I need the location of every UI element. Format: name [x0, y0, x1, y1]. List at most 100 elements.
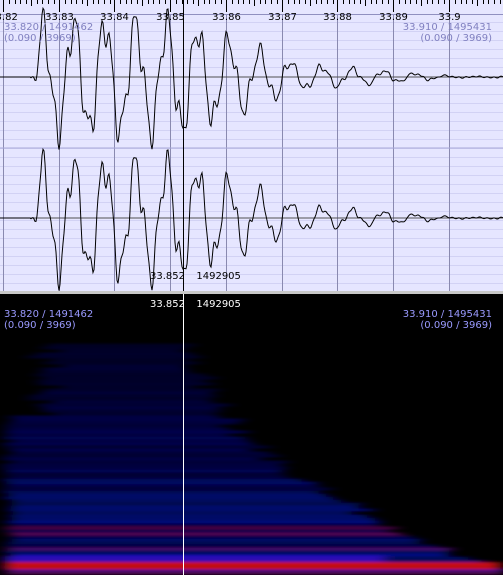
energy-band [6, 545, 438, 547]
ruler-label: 33.9 [438, 12, 461, 23]
energy-band [3, 488, 331, 490]
energy-band [8, 494, 327, 496]
waveform-right-info: 33.910 / 1495431 (0.090 / 3969) [403, 22, 492, 44]
spectrogram-canvas[interactable] [0, 294, 503, 575]
waveform-right-length: (0.090 / 3969) [420, 33, 492, 44]
energy-band [12, 419, 243, 421]
energy-band [10, 506, 359, 508]
energy-band [11, 461, 288, 463]
energy-band [3, 437, 246, 439]
energy-band [6, 530, 389, 532]
energy-band [10, 416, 220, 418]
waveform-pane[interactable]: 33.82 33.83 33.84 33.85 33.86 33.87 33.88 33.89… [0, 0, 503, 291]
cursor-time: 33.852 [150, 271, 185, 282]
waveform-horizontal-grid [0, 22, 503, 284]
waveform-left-length: (0.090 / 3969) [4, 33, 76, 44]
spectrogram-pane[interactable]: 33.852 1492905 33.820 / 1491462 (0.090 /… [0, 294, 503, 575]
energy-band [12, 500, 341, 502]
energy-band [10, 515, 368, 517]
spectrogram-left-length: (0.090 / 3969) [4, 320, 76, 331]
energy-band [3, 491, 319, 493]
energy-band [9, 524, 380, 526]
energy-band [7, 548, 452, 550]
energy-band [12, 512, 352, 514]
energy-band [39, 383, 213, 385]
energy-band [36, 353, 193, 355]
energy-band [42, 377, 217, 379]
energy-band [4, 497, 333, 499]
energy-band [44, 362, 199, 364]
spectrogram-right-info: 33.910 / 1495431 (0.090 / 3969) [403, 309, 492, 331]
energy-band [9, 509, 374, 511]
waveform-left-position: 33.820 / 1491462 [4, 22, 94, 33]
energy-band [11, 518, 375, 520]
energy-band [62, 386, 193, 388]
time-ruler-ticks [0, 0, 503, 15]
energy-band [3, 464, 282, 466]
ruler-label: 33.84 [100, 12, 129, 23]
energy-band [28, 398, 211, 400]
status-strip [0, 575, 503, 583]
energy-band [10, 533, 402, 535]
ruler-label: 33.83 [45, 12, 74, 23]
energy-band [38, 380, 205, 382]
low-frequency-band [5, 556, 385, 562]
energy-band [5, 485, 319, 487]
energy-band [11, 536, 413, 538]
energy-band [36, 374, 206, 376]
energy-band [6, 428, 229, 430]
energy-band [42, 368, 188, 370]
energy-band [51, 359, 189, 361]
waveform-canvas[interactable] [0, 0, 503, 291]
waveform-right-position: 33.910 / 1495431 [402, 22, 492, 33]
ruler-label: 33.82 [0, 12, 18, 23]
energy-band [6, 572, 503, 574]
ruler-label: 33.88 [323, 12, 352, 23]
energy-band [6, 434, 229, 436]
energy-band [52, 401, 212, 403]
waveform-cursor-readout: 33.852 1492905 [150, 271, 241, 283]
ruler-label: 33.86 [212, 12, 241, 23]
energy-band [60, 350, 183, 352]
energy-band [42, 410, 220, 412]
energy-band [11, 539, 421, 541]
energy-band [3, 467, 286, 469]
ruler-label: 33.87 [268, 12, 297, 23]
energy-band [41, 371, 191, 373]
channel-1-waveform [0, 6, 503, 150]
spectrogram-right-length: (0.090 / 3969) [420, 320, 492, 331]
energy-band [41, 392, 212, 394]
energy-band [38, 404, 231, 406]
channel-2-waveform [0, 147, 503, 291]
energy-band [4, 473, 284, 475]
ruler-label: 33.89 [379, 12, 408, 23]
energy-band [7, 521, 379, 523]
energy-band [54, 413, 216, 415]
energy-band [3, 458, 261, 460]
energy-band [6, 470, 283, 472]
energy-band [4, 455, 279, 457]
spectrogram-cursor-time: 33.852 [150, 299, 185, 310]
waveform-left-info: 33.820 / 1491462 (0.090 / 3969) [4, 22, 93, 44]
energy-band [4, 443, 253, 445]
pane-divider[interactable] [0, 291, 503, 294]
energy-band [9, 422, 239, 424]
energy-band [3, 479, 302, 481]
energy-band [10, 449, 251, 451]
cursor-sample: 1492905 [196, 271, 241, 282]
energy-band [6, 482, 317, 484]
spectrogram-left-position: 33.820 / 1491462 [4, 309, 94, 320]
energy-band [42, 347, 188, 349]
energy-band [30, 395, 216, 397]
energy-band [47, 344, 195, 346]
energy-band [11, 440, 249, 442]
energy-band [6, 527, 397, 529]
low-frequency-band [5, 562, 500, 570]
energy-band [62, 365, 185, 367]
spectrogram-right-position: 33.910 / 1495431 [402, 309, 492, 320]
energy-band [11, 452, 270, 454]
spectrogram-left-info: 33.820 / 1491462 (0.090 / 3969) [4, 309, 93, 331]
energy-band [42, 407, 219, 409]
energy-band [5, 551, 450, 553]
